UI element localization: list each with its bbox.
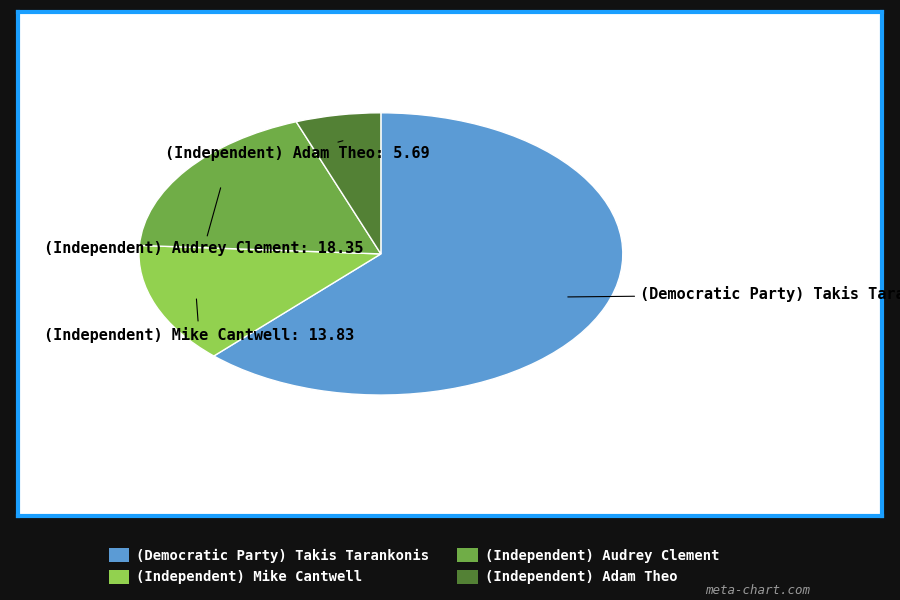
Legend: (Democratic Party) Takis Tarankonis, (Independent) Mike Cantwell, (Independent) : (Democratic Party) Takis Tarankonis, (In… — [103, 542, 725, 590]
Wedge shape — [140, 122, 381, 254]
Text: (Democratic Party) Takis Tarankonis: 62.13: (Democratic Party) Takis Tarankonis: 62.… — [568, 286, 900, 302]
Wedge shape — [139, 245, 381, 356]
Text: (Independent) Adam Theo: 5.69: (Independent) Adam Theo: 5.69 — [165, 141, 429, 161]
Text: (Independent) Audrey Clement: 18.35: (Independent) Audrey Clement: 18.35 — [44, 188, 364, 256]
Text: meta-chart.com: meta-chart.com — [705, 584, 810, 597]
Wedge shape — [296, 113, 381, 254]
Wedge shape — [214, 113, 623, 395]
Text: (Independent) Mike Cantwell: 13.83: (Independent) Mike Cantwell: 13.83 — [44, 299, 355, 343]
